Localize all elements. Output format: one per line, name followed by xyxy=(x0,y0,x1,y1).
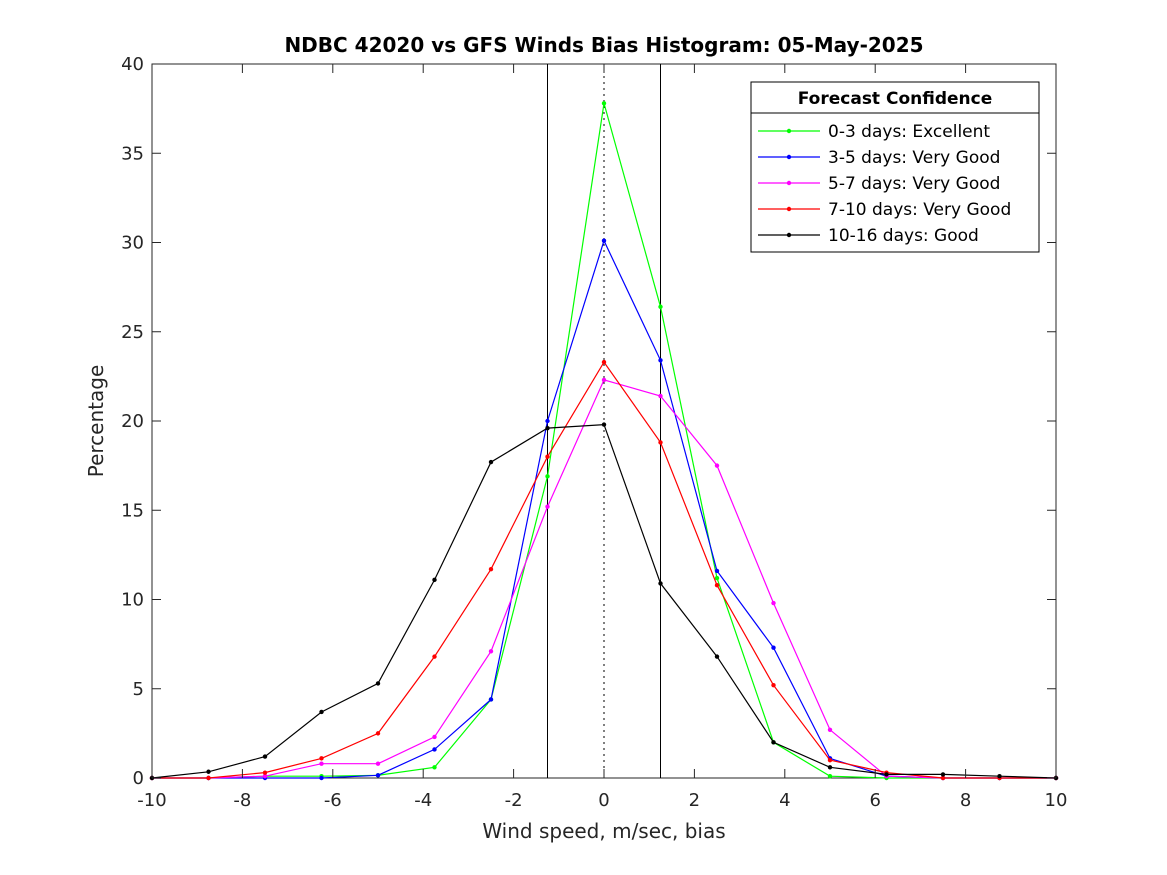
legend-entry-label: 5-7 days: Very Good xyxy=(828,174,1000,194)
x-tick-label: 6 xyxy=(869,790,880,811)
data-point xyxy=(658,358,663,363)
y-tick-label: 40 xyxy=(121,54,144,75)
y-tick-label: 30 xyxy=(121,233,144,254)
data-point xyxy=(714,568,720,574)
data-point xyxy=(319,775,324,781)
data-point xyxy=(206,775,211,781)
x-tick-label: -8 xyxy=(233,790,251,811)
y-tick-label: 5 xyxy=(133,679,144,700)
legend-swatch-marker xyxy=(786,154,792,160)
x-tick-label: 10 xyxy=(1045,790,1068,811)
data-point xyxy=(375,731,381,736)
data-point xyxy=(488,649,494,654)
legend-entry-label: 7-10 days: Very Good xyxy=(828,200,1011,220)
data-point xyxy=(206,769,211,774)
data-point xyxy=(319,756,324,761)
legend-title: Forecast Confidence xyxy=(798,89,993,109)
data-point xyxy=(714,583,720,588)
data-point xyxy=(432,747,437,752)
data-point xyxy=(771,645,776,650)
y-tick-label: 35 xyxy=(121,143,144,164)
x-tick-label: 0 xyxy=(598,790,609,811)
x-tick-label: 4 xyxy=(779,790,790,811)
x-tick-label: -2 xyxy=(505,790,523,811)
legend: Forecast Confidence 0-3 days: Excellent 3… xyxy=(750,81,1040,253)
chart-title: NDBC 42020 vs GFS Winds Bias Histogram: … xyxy=(284,33,923,57)
data-point xyxy=(827,765,833,770)
y-tick-label: 20 xyxy=(121,411,144,432)
legend-swatch-marker xyxy=(786,180,792,186)
legend-entry-label: 0-3 days: Excellent xyxy=(828,122,990,142)
data-point xyxy=(488,697,494,702)
legend-entries: 0-3 days: Excellent 3-5 days: Very Good 5-… xyxy=(758,122,1011,246)
data-point xyxy=(262,770,268,775)
y-tick-label: 10 xyxy=(121,590,144,611)
data-point xyxy=(375,681,381,686)
data-point xyxy=(601,238,607,243)
x-tick-label: -6 xyxy=(324,790,342,811)
data-point xyxy=(375,761,381,766)
data-point xyxy=(319,761,324,766)
legend-swatch-marker xyxy=(786,128,792,134)
data-point xyxy=(545,454,550,459)
data-point xyxy=(940,772,946,777)
data-point xyxy=(319,709,324,715)
data-point xyxy=(601,422,607,427)
data-point xyxy=(545,474,550,479)
data-point xyxy=(658,581,663,586)
data-point xyxy=(601,377,607,383)
data-point xyxy=(771,740,776,745)
series-layer xyxy=(149,101,1059,781)
data-point xyxy=(432,577,437,583)
axis-ticks: -10 -8 -6 -4 -2 0 2 4 6 8 10 0 5 10 15 20 25 30 35 40 xyxy=(121,54,1067,811)
y-tick-label: 25 xyxy=(121,322,144,343)
data-point xyxy=(432,765,437,770)
legend-swatch-marker xyxy=(786,232,792,238)
data-point xyxy=(545,504,550,509)
x-tick-label: -10 xyxy=(137,790,166,811)
data-point xyxy=(714,654,720,659)
data-point xyxy=(601,359,607,365)
legend-swatch-marker xyxy=(786,206,792,212)
data-point xyxy=(432,734,437,740)
y-tick-label: 0 xyxy=(133,768,144,789)
data-point xyxy=(714,575,720,581)
data-point xyxy=(545,425,550,431)
data-point xyxy=(262,754,268,759)
y-axis-label: Percentage xyxy=(84,365,108,478)
data-point xyxy=(545,418,550,424)
data-point xyxy=(375,773,381,778)
data-point xyxy=(658,440,663,445)
x-tick-label: 2 xyxy=(689,790,700,811)
legend-box xyxy=(750,81,1040,253)
data-point xyxy=(488,566,494,572)
data-point xyxy=(771,600,776,606)
x-tick-label: 8 xyxy=(960,790,971,811)
legend-entry-label: 10-16 days: Good xyxy=(828,226,979,246)
legend-entry-label: 3-5 days: Very Good xyxy=(828,148,1000,168)
data-point xyxy=(827,757,833,763)
data-point xyxy=(827,774,833,779)
data-point xyxy=(940,775,946,781)
data-point xyxy=(827,727,833,733)
y-tick-label: 15 xyxy=(121,500,144,521)
data-point xyxy=(601,101,607,106)
data-point xyxy=(488,459,494,465)
data-point xyxy=(884,772,889,777)
data-point xyxy=(771,682,776,688)
data-point xyxy=(658,304,663,309)
data-point xyxy=(997,774,1002,779)
data-point xyxy=(262,774,268,779)
data-point xyxy=(432,654,437,659)
data-point xyxy=(714,463,720,468)
data-point xyxy=(658,393,663,399)
x-axis-label: Wind speed, m/sec, bias xyxy=(482,819,725,843)
x-tick-label: -4 xyxy=(414,790,432,811)
